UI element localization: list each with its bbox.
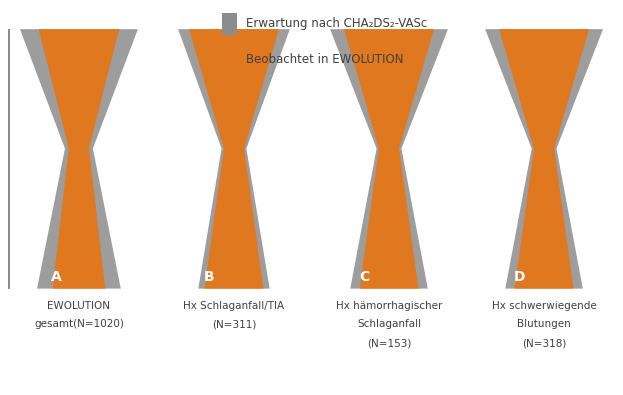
Text: Erwartung nach CHA₂DS₂-VASc: Erwartung nach CHA₂DS₂-VASc bbox=[246, 17, 427, 30]
Polygon shape bbox=[485, 29, 603, 289]
Text: (N=153): (N=153) bbox=[367, 338, 411, 348]
Polygon shape bbox=[330, 29, 448, 289]
Text: (N=318): (N=318) bbox=[522, 338, 566, 348]
Polygon shape bbox=[499, 29, 589, 289]
Polygon shape bbox=[344, 29, 434, 289]
FancyBboxPatch shape bbox=[222, 49, 237, 70]
FancyBboxPatch shape bbox=[222, 13, 237, 35]
Text: (N=311): (N=311) bbox=[212, 320, 256, 329]
Polygon shape bbox=[178, 29, 290, 289]
Text: D: D bbox=[513, 270, 525, 284]
Text: Hx schwerwiegende: Hx schwerwiegende bbox=[492, 301, 596, 311]
Text: Blutungen: Blutungen bbox=[517, 320, 571, 329]
Polygon shape bbox=[189, 29, 279, 289]
Text: Beobachtet in EWOLUTION: Beobachtet in EWOLUTION bbox=[246, 53, 404, 66]
Text: gesamt(N=1020): gesamt(N=1020) bbox=[34, 320, 124, 329]
Polygon shape bbox=[39, 29, 119, 289]
Text: Hx hämorrhagischer: Hx hämorrhagischer bbox=[336, 301, 442, 311]
Text: A: A bbox=[51, 270, 62, 284]
Text: B: B bbox=[204, 270, 214, 284]
Text: Schlaganfall: Schlaganfall bbox=[357, 320, 421, 329]
Text: EWOLUTION: EWOLUTION bbox=[47, 301, 110, 311]
Text: C: C bbox=[359, 270, 369, 284]
Text: Hx Schlaganfall/TIA: Hx Schlaganfall/TIA bbox=[183, 301, 285, 311]
Polygon shape bbox=[20, 29, 138, 289]
Bar bbox=[7, 29, 11, 289]
